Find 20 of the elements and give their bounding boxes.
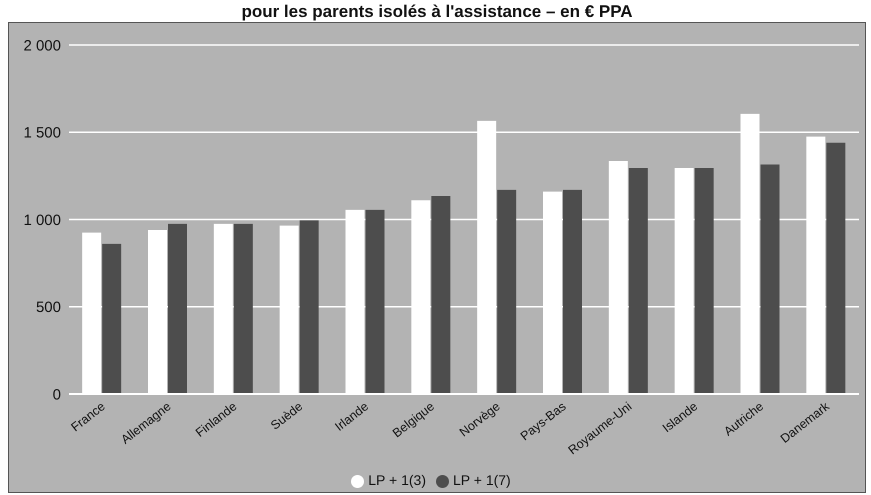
y-tick-label: 1 000 — [23, 212, 61, 229]
y-tick-label: 1 500 — [23, 124, 61, 142]
bar — [826, 142, 846, 394]
y-tick-label: 0 — [52, 386, 61, 404]
bar — [234, 224, 253, 394]
y-tick-label: 2 000 — [23, 37, 61, 54]
bar — [628, 168, 648, 394]
bar — [497, 190, 516, 394]
bar — [431, 196, 450, 394]
legend-label: LP + 1(7) — [453, 472, 511, 488]
bar — [366, 210, 384, 394]
bar — [563, 190, 582, 394]
bar — [102, 244, 122, 394]
bar — [168, 224, 187, 394]
legend-label: LP + 1(3) — [368, 472, 426, 488]
y-tick-label: 500 — [36, 299, 61, 316]
bar — [694, 168, 714, 394]
chart-title: pour les parents isolés à l'assistance – en € PPA — [240, 2, 634, 22]
bar — [760, 164, 780, 394]
bar — [300, 220, 319, 394]
